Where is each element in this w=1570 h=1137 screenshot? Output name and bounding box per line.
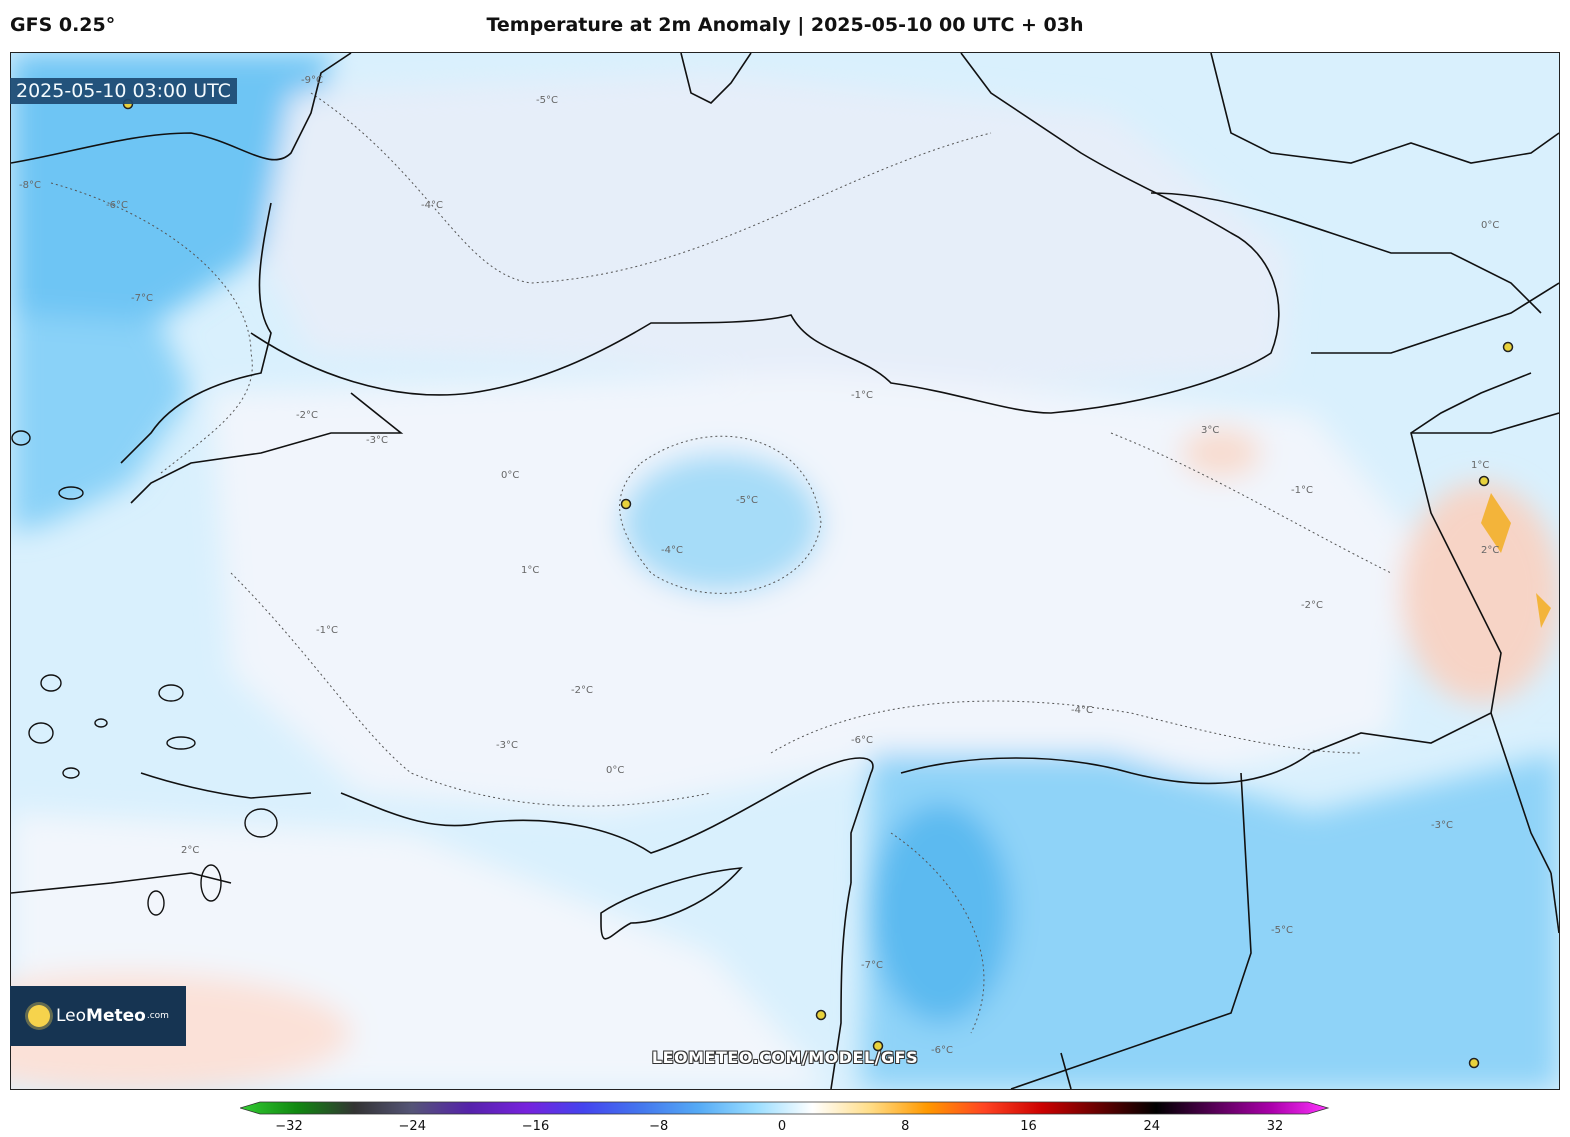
- contour-label: -8°C: [19, 180, 41, 191]
- colorbar-tick-label: 0: [777, 1119, 787, 1134]
- warm-spot-1: [1481, 493, 1511, 553]
- city-marker: [1468, 1057, 1480, 1069]
- colorbar-tick-label: −32: [275, 1119, 303, 1134]
- cold-area-syria: [861, 753, 1559, 1089]
- contour-label: 1°C: [521, 565, 539, 576]
- contour-label: -5°C: [1271, 925, 1293, 936]
- contour-label: -6°C: [931, 1045, 953, 1056]
- logo-name-bold: Meteo: [86, 1006, 146, 1026]
- contour-label: -7°C: [861, 960, 883, 971]
- city-marker: [815, 1009, 827, 1021]
- colorbar-tick-label: −8: [649, 1119, 669, 1134]
- colorbar-tick-label: 8: [901, 1119, 910, 1134]
- chart-title: Temperature at 2m Anomaly | 2025-05-10 0…: [486, 14, 1084, 36]
- field-anatolia: [211, 373, 1411, 813]
- city-marker: [620, 498, 632, 510]
- contour-label: -4°C: [421, 200, 443, 211]
- colorbar-tick-label: 32: [1266, 1119, 1284, 1134]
- contour-label: -2°C: [1301, 600, 1323, 611]
- contour-label: -2°C: [571, 685, 593, 696]
- warm-spot-2: [1536, 593, 1551, 628]
- city-marker: [1478, 475, 1490, 487]
- colorbar-tick-label: −16: [521, 1119, 550, 1134]
- contour-label: -6°C: [851, 735, 873, 746]
- contour-label: -1°C: [851, 390, 873, 401]
- colorbar: [240, 1101, 1330, 1115]
- cold-area-northwest: [11, 53, 331, 373]
- contour-label: -1°C: [1291, 485, 1313, 496]
- contour-label: -2°C: [296, 410, 318, 421]
- coastlines: [11, 53, 1559, 1089]
- contour-label: -3°C: [366, 435, 388, 446]
- contour-labels: -5°C -4°C -9°C -8°C -6°C -7°C -2°C -3°C …: [19, 75, 1499, 1056]
- city-markers: [122, 98, 1514, 1069]
- cold-core-syria: [871, 803, 1011, 1023]
- field-black-sea: [261, 73, 1291, 393]
- colorbar-tick-label: 24: [1143, 1119, 1161, 1134]
- contour-label: -3°C: [1431, 820, 1453, 831]
- contour-label: -3°C: [496, 740, 518, 751]
- contour-label: -7°C: [131, 293, 153, 304]
- map-canvas: -5°C -4°C -9°C -8°C -6°C -7°C -2°C -3°C …: [11, 53, 1559, 1089]
- colorbar-bar: [240, 1101, 1330, 1115]
- contour-label: -4°C: [661, 545, 683, 556]
- watermark-url: LEOMETEO.COM/MODEL/GFS: [651, 1048, 919, 1067]
- contour-label: 0°C: [501, 470, 519, 481]
- colorbar-tick-label: −24: [398, 1119, 426, 1134]
- warm-patch-east: [1401, 483, 1559, 703]
- contour-label: -9°C: [301, 75, 323, 86]
- contour-label: 2°C: [181, 845, 199, 856]
- leometeo-logo[interactable]: Leo Meteo .com: [10, 986, 186, 1046]
- model-label: GFS 0.25°: [10, 14, 116, 36]
- contour-label: -4°C: [1071, 705, 1093, 716]
- contour-label: 1°C: [1471, 460, 1489, 471]
- city-marker: [1502, 341, 1514, 353]
- islands: [11, 430, 278, 916]
- contour-label: -1°C: [316, 625, 338, 636]
- anomaly-map[interactable]: -5°C -4°C -9°C -8°C -6°C -7°C -2°C -3°C …: [10, 52, 1560, 1090]
- logo-suffix: .com: [146, 1011, 169, 1021]
- valid-time-badge: 2025-05-10 03:00 UTC: [10, 78, 237, 104]
- logo-name-light: Leo: [56, 1006, 87, 1026]
- temperature-field: [11, 53, 1559, 1089]
- sun-icon: [28, 1005, 50, 1027]
- contour-label: -5°C: [536, 95, 558, 106]
- contour-label: 2°C: [1481, 545, 1499, 556]
- contour-label: 3°C: [1201, 425, 1219, 436]
- contour-label: 0°C: [1481, 220, 1499, 231]
- cold-patch-central: [621, 453, 821, 593]
- colorbar-tick-label: 16: [1020, 1119, 1037, 1134]
- cold-area-marmara: [11, 313, 191, 533]
- contour-label: -5°C: [736, 495, 758, 506]
- contours-dotted: [50, 92, 1392, 1034]
- city-marker: [872, 1040, 884, 1052]
- warm-patch-ne: [1181, 428, 1261, 478]
- contour-label: 0°C: [606, 765, 624, 776]
- contour-label: -6°C: [106, 200, 128, 211]
